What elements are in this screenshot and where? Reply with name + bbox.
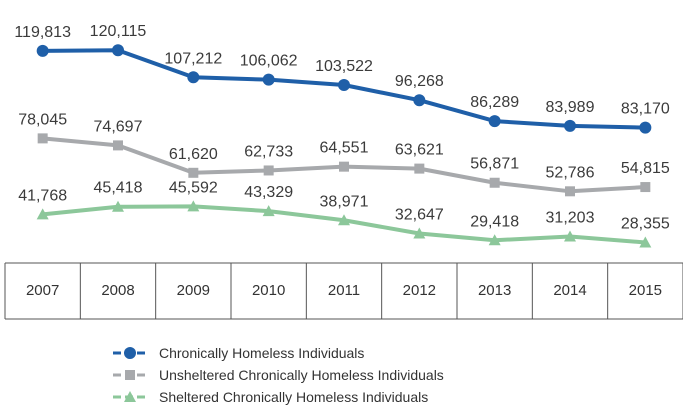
sheltered-chronically-homeless-individuals-data-label: 29,418 (470, 213, 519, 230)
sheltered-chronically-homeless-individuals-point (36, 208, 49, 220)
sheltered-chronically-homeless-individuals-data-label: 32,647 (395, 207, 444, 224)
unsheltered-chronically-homeless-individuals-data-label: 78,045 (18, 111, 67, 128)
unsheltered-chronically-homeless-individuals-point (263, 165, 274, 176)
unsheltered-chronically-homeless-individuals-point (640, 182, 651, 193)
legend-label: Sheltered Chronically Homeless Individua… (159, 389, 428, 405)
sheltered-chronically-homeless-individuals-data-label: 45,418 (94, 180, 143, 197)
legend-label: Unsheltered Chronically Homeless Individ… (159, 367, 444, 383)
legend-item-unsheltered-chronically-homeless-individuals: Unsheltered Chronically Homeless Individ… (113, 367, 444, 383)
chronically-homeless-individuals-data-label: 107,212 (164, 50, 222, 67)
unsheltered-chronically-homeless-individuals-data-label: 64,551 (320, 140, 369, 157)
sheltered-chronically-homeless-individuals-point (262, 205, 275, 217)
unsheltered-chronically-homeless-individuals-point (37, 133, 48, 144)
unsheltered-chronically-homeless-individuals-point (339, 161, 349, 172)
unsheltered-chronically-homeless-individuals-data-label: 74,697 (94, 118, 143, 135)
chronically-homeless-individuals-data-label: 83,989 (546, 99, 595, 116)
chronically-homeless-individuals-data-label: 86,289 (470, 94, 519, 111)
unsheltered-chronically-homeless-individuals-data-label: 61,620 (169, 146, 218, 163)
chronically-homeless-individuals-point (262, 73, 275, 86)
unsheltered-chronically-homeless-individuals-point (113, 140, 123, 151)
legend-item-chronically-homeless-individuals: Chronically Homeless Individuals (113, 345, 364, 361)
chronically-homeless-individuals-series: 119,813 120,115 107,212 106,062 103,522 96,26… (14, 23, 670, 134)
sheltered-chronically-homeless-individuals-data-label: 31,203 (546, 210, 595, 227)
chronically-homeless-individuals-data-label: 106,062 (240, 53, 298, 70)
chronically-homeless-individuals-point (639, 121, 652, 134)
legend-item-sheltered-chronically-homeless-individuals: Sheltered Chronically Homeless Individua… (113, 389, 428, 405)
sheltered-chronically-homeless-individuals-data-label: 43,329 (244, 184, 293, 201)
unsheltered-chronically-homeless-individuals-point (414, 163, 425, 174)
chronically-homeless-individuals-point (413, 94, 426, 107)
x-axis: 2007 2008 2009 2010 2011 2012 2013 2014 2015 (4, 262, 683, 320)
legend-marker (124, 391, 136, 402)
unsheltered-chronically-homeless-individuals-data-label: 52,786 (546, 164, 595, 181)
sheltered-chronically-homeless-individuals-data-label: 38,971 (320, 193, 369, 210)
sheltered-chronically-homeless-individuals-data-label: 28,355 (621, 215, 670, 232)
unsheltered-chronically-homeless-individuals-data-label: 62,733 (244, 143, 293, 160)
unsheltered-chronically-homeless-individuals-series: 78,045 74,697 61,620 62,733 64,551 63,621 56,8… (18, 111, 670, 197)
sheltered-chronically-homeless-individuals-point (338, 214, 350, 226)
chronically-homeless-individuals-data-label: 119,813 (14, 24, 71, 41)
x-tick-label: 2014 (553, 282, 586, 299)
legend-label: Chronically Homeless Individuals (159, 345, 364, 361)
x-tick-label: 2008 (101, 282, 134, 299)
sheltered-chronically-homeless-individuals-point (564, 230, 576, 242)
x-tick-label: 2012 (403, 282, 436, 299)
sheltered-chronically-homeless-individuals-data-label: 41,768 (18, 187, 67, 204)
chronically-homeless-individuals-point (36, 44, 49, 57)
legend-marker (124, 347, 136, 359)
chronically-homeless-individuals-point (187, 71, 200, 84)
chronically-homeless-individuals-point (564, 119, 576, 132)
x-tick-label: 2013 (478, 282, 511, 299)
chronically-homeless-individuals-point (112, 44, 124, 57)
x-tick-label: 2009 (177, 282, 210, 299)
chronically-homeless-individuals-data-label: 96,268 (395, 73, 444, 90)
unsheltered-chronically-homeless-individuals-point (489, 177, 500, 188)
x-tick-label: 2007 (26, 282, 59, 299)
unsheltered-chronically-homeless-individuals-data-label: 54,815 (621, 160, 670, 177)
x-tick-label: 2015 (629, 282, 662, 299)
legend-marker (125, 370, 135, 380)
sheltered-chronically-homeless-individuals-point (112, 200, 124, 212)
chronically-homeless-individuals-data-label: 120,115 (90, 23, 147, 40)
sheltered-chronically-homeless-individuals-point (639, 236, 652, 248)
chronically-homeless-individuals-data-label: 83,170 (621, 101, 670, 118)
sheltered-chronically-homeless-individuals-series: 41,768 45,418 45,592 43,329 38,971 32,647 29,4… (18, 179, 670, 248)
sheltered-chronically-homeless-individuals-data-label: 45,592 (169, 179, 218, 196)
chronically-homeless-individuals-data-label: 103,522 (315, 58, 373, 75)
unsheltered-chronically-homeless-individuals-point (188, 167, 199, 178)
x-tick-label: 2011 (328, 282, 360, 299)
chronically-homeless-individuals-point (338, 79, 350, 92)
unsheltered-chronically-homeless-individuals-data-label: 56,871 (470, 156, 519, 173)
series-group: 119,813 120,115 107,212 106,062 103,522 96,26… (14, 23, 670, 248)
x-tick-label: 2010 (252, 282, 285, 299)
sheltered-chronically-homeless-individuals-point (187, 200, 200, 212)
sheltered-chronically-homeless-individuals-point (413, 227, 426, 239)
sheltered-chronically-homeless-individuals-point (488, 234, 501, 246)
unsheltered-chronically-homeless-individuals-point (565, 186, 575, 197)
unsheltered-chronically-homeless-individuals-data-label: 63,621 (395, 142, 444, 159)
chronically-homeless-individuals-point (488, 115, 501, 128)
legend: Chronically Homeless Individuals Unshelte… (113, 345, 444, 405)
